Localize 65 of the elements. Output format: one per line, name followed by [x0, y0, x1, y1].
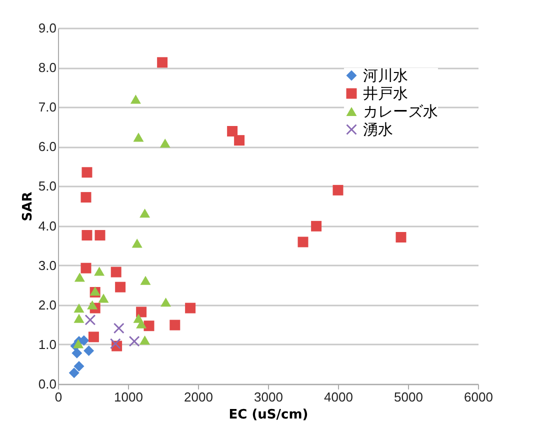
point: [311, 220, 322, 232]
point: [115, 282, 126, 292]
x-tick-label: 5000: [394, 390, 423, 404]
point: [140, 208, 150, 218]
y-tick-label: 7.0: [38, 100, 56, 115]
y-tick-label: 4.0: [38, 218, 56, 234]
point: [396, 232, 406, 242]
point: [82, 167, 92, 178]
legend-label: 河川水: [363, 66, 408, 84]
point: [74, 304, 84, 313]
point: [157, 57, 168, 68]
point: [98, 294, 109, 303]
x-tick-label: 3000: [254, 390, 283, 404]
point: [88, 332, 99, 342]
point: [136, 306, 147, 318]
point: [94, 230, 106, 241]
y-tick-label: 0.0: [38, 376, 56, 392]
x-tick-label: 4000: [324, 390, 353, 404]
point: [298, 236, 308, 248]
point: [73, 339, 84, 348]
point: [185, 302, 196, 314]
point: [82, 230, 92, 241]
y-tick-label: 5.0: [38, 178, 56, 194]
point: [74, 360, 84, 372]
point: [84, 314, 96, 326]
point: [68, 368, 80, 378]
x-tick-label: 6000: [464, 390, 493, 404]
point: [332, 184, 344, 196]
point: [160, 298, 172, 307]
point: [72, 348, 82, 358]
y-tick-label: 3.0: [38, 258, 56, 273]
point: [130, 94, 141, 104]
legend-label: 湧水: [363, 120, 393, 138]
y-tick-label: 1.0: [38, 336, 56, 352]
point: [234, 135, 245, 146]
point: [114, 322, 124, 334]
x-axis-title: EC (uS/cm): [228, 408, 308, 422]
legend-label: 井戸水: [363, 84, 408, 102]
point: [110, 338, 121, 349]
point: [94, 266, 105, 276]
point: [110, 266, 122, 278]
point: [80, 192, 92, 203]
x-tick-label: 2000: [184, 390, 213, 404]
y-tick-label: 6.0: [38, 139, 56, 154]
y-tick-label: 8.0: [38, 60, 56, 76]
y-tick-label: 9.0: [38, 20, 56, 36]
point: [129, 336, 140, 347]
point: [170, 320, 180, 330]
point: [87, 300, 98, 310]
point: [140, 276, 151, 285]
point: [160, 138, 170, 148]
point: [133, 132, 144, 142]
x-tick-label: 0: [54, 390, 62, 404]
point: [140, 336, 150, 345]
point: [84, 346, 94, 356]
point: [80, 262, 92, 274]
legend-label: カレーズ水: [363, 102, 438, 120]
point: [74, 314, 84, 323]
y-axis-title: SAR: [20, 192, 36, 222]
y-tick-label: 2.0: [38, 297, 56, 312]
point: [144, 320, 154, 332]
point: [132, 238, 142, 248]
point: [227, 126, 238, 136]
point: [74, 272, 85, 282]
x-tick-label: 1000: [114, 390, 143, 404]
